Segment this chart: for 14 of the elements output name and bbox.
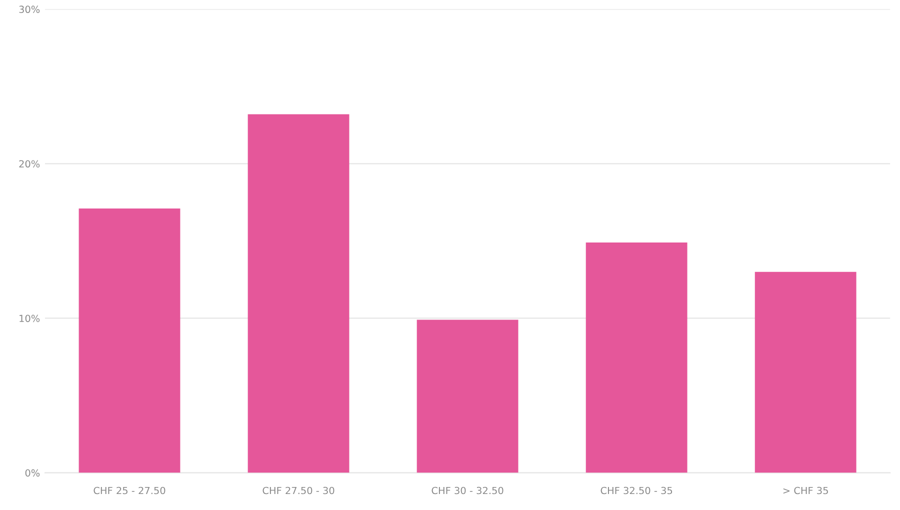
x-tick-label: CHF 27.50 - 30	[262, 486, 334, 494]
x-tick-label: CHF 32.50 - 35	[600, 486, 672, 494]
bar	[78, 208, 180, 473]
bar	[248, 114, 350, 473]
bar	[754, 272, 856, 473]
y-tick-label: 30%	[19, 6, 40, 14]
x-tick-label: > CHF 35	[783, 486, 828, 494]
y-tick-label: 10%	[20, 314, 40, 322]
bar	[416, 320, 518, 473]
x-tick-label: CHF 25 - 27.50	[94, 486, 166, 494]
bar	[586, 242, 688, 473]
y-tick-label: 0%	[25, 469, 40, 477]
x-tick-label: CHF 30 - 32.50	[432, 486, 504, 494]
y-tick-label: 20%	[19, 160, 40, 168]
